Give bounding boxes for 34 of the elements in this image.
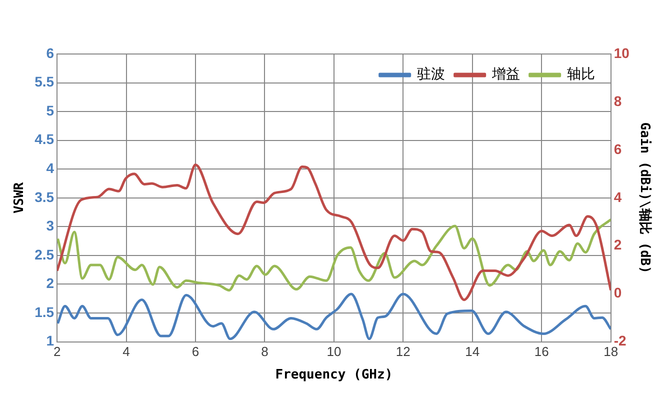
y-tick-label: 3.5 xyxy=(34,188,54,205)
y2-tick-label: 2 xyxy=(614,236,622,253)
line-series xyxy=(57,164,611,302)
y-tick-label: 3 xyxy=(46,218,54,234)
x-tick-label: 8 xyxy=(261,344,268,360)
y-axis-title: VSWR xyxy=(12,182,28,214)
legend-label: 驻波 xyxy=(416,66,445,83)
x-tick-label: 14 xyxy=(465,344,480,360)
x-tick-label: 6 xyxy=(192,344,200,360)
x-axis-title: Frequency (GHz) xyxy=(275,368,393,383)
x-tick-label: 4 xyxy=(122,344,130,360)
y-tick-label: 1 xyxy=(46,332,54,349)
y-tick-label: 1.5 xyxy=(34,304,54,320)
line-series xyxy=(57,218,611,292)
x-tick-label: 18 xyxy=(604,344,618,360)
y2-tick-label: 6 xyxy=(614,140,622,157)
x-tick-label: 10 xyxy=(326,344,342,360)
x-tick-label: 16 xyxy=(534,344,549,360)
y2-tick-label: 0 xyxy=(614,284,622,301)
y-tick-label: 2 xyxy=(46,275,54,292)
line-series xyxy=(57,292,611,340)
y-tick-label: 4.5 xyxy=(34,131,54,148)
y-tick-label: 4 xyxy=(46,160,54,176)
x-tick-label: 12 xyxy=(396,344,410,360)
y-tick-label: 5 xyxy=(46,102,54,118)
y2-tick-label: 4 xyxy=(614,188,622,205)
y-tick-label: 6 xyxy=(46,44,54,61)
y2-axis-title: Gain (dBi)\轴比 (dB) xyxy=(636,122,652,274)
y2-tick-label: 8 xyxy=(614,92,622,109)
legend-label: 轴比 xyxy=(566,66,595,83)
legend-label: 增益 xyxy=(490,66,520,83)
y-tick-label: 5.5 xyxy=(34,74,54,90)
y2-tick-label: 10 xyxy=(614,44,630,61)
y-tick-label: 2.5 xyxy=(34,246,54,262)
